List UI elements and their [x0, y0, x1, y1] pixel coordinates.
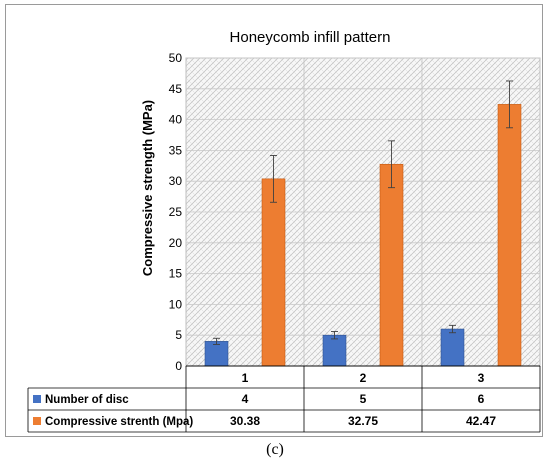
- chart-title: Honeycomb infill pattern: [230, 29, 391, 46]
- y-tick-label: 45: [169, 82, 183, 96]
- data-table: 1 2 3 Number of disc 4 5 6 Compressive strenth …: [27, 365, 541, 433]
- bar-compressive-strength: [497, 104, 522, 367]
- y-tick-label: 50: [169, 51, 183, 65]
- bars: [204, 80, 522, 367]
- y-tick-label: 0: [175, 359, 182, 373]
- y-tick-label: 15: [169, 267, 183, 281]
- x-tick-label: 2: [360, 371, 367, 385]
- y-tick-label: 40: [169, 113, 183, 127]
- table-cell: 30.38: [230, 414, 260, 428]
- table-cell: 42.47: [466, 414, 496, 428]
- y-tick-label: 20: [169, 236, 183, 250]
- legend-label: Number of disc: [45, 394, 129, 406]
- table-cell: 32.75: [348, 414, 378, 428]
- y-tick-label: 10: [169, 297, 183, 311]
- legend-swatch: [33, 417, 41, 425]
- bar-number-of-disc: [322, 334, 347, 367]
- figure-caption: (c): [266, 441, 284, 458]
- legend-swatch: [33, 395, 41, 403]
- bar-compressive-strength: [261, 178, 286, 367]
- y-tick-label: 35: [169, 143, 183, 157]
- y-axis-label: Compressive strength (MPa): [140, 100, 155, 276]
- y-tick-label: 30: [169, 174, 183, 188]
- y-tick-label: 25: [169, 205, 183, 219]
- y-axis-ticks: 0 5 10 15 20 25 30 35 40 45 50: [169, 51, 183, 373]
- bar-number-of-disc: [440, 328, 465, 367]
- table-cell: 6: [478, 392, 485, 406]
- bar-number-of-disc: [204, 341, 229, 367]
- gridlines: [186, 57, 540, 367]
- table-cell: 5: [360, 392, 367, 406]
- x-tick-label: 3: [478, 371, 485, 385]
- bar-compressive-strength: [379, 163, 404, 367]
- legend-label: Compressive strenth (Mpa): [45, 416, 193, 428]
- x-tick-label: 1: [242, 371, 249, 385]
- table-cell: 4: [242, 392, 249, 406]
- y-tick-label: 5: [175, 328, 182, 342]
